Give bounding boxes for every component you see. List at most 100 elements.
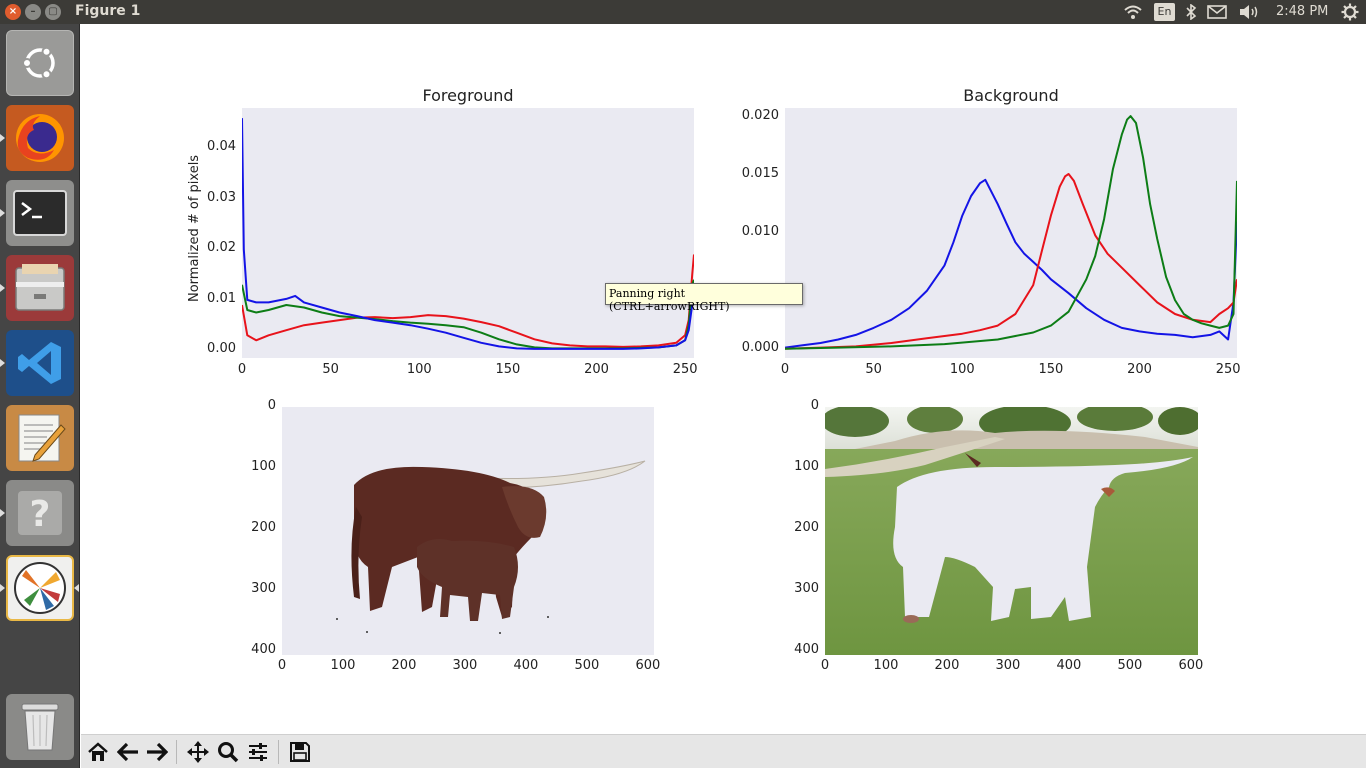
x-tick-label: 200 bbox=[934, 658, 960, 673]
y-tick-label: 400 bbox=[251, 641, 276, 657]
navigation-toolbar bbox=[81, 734, 1366, 768]
background-hist-title: Background bbox=[963, 86, 1059, 105]
bluetooth-icon[interactable] bbox=[1185, 4, 1197, 20]
y-tick-label: 0.01 bbox=[207, 290, 236, 306]
vscode-launcher-button[interactable] bbox=[6, 330, 74, 396]
x-tick-label: 250 bbox=[672, 362, 698, 377]
ubuntu-dash-button[interactable] bbox=[6, 30, 74, 96]
x-tick-label: 50 bbox=[865, 362, 882, 377]
focused-indicator bbox=[74, 584, 79, 592]
x-tick-label: 100 bbox=[873, 658, 899, 673]
blue-channel-line bbox=[242, 118, 694, 350]
configure-subplots-button[interactable] bbox=[245, 739, 271, 765]
running-indicator bbox=[0, 284, 5, 292]
x-tick-label: 200 bbox=[1127, 362, 1152, 377]
volume-icon[interactable] bbox=[1239, 4, 1261, 20]
x-tick-label: 250 bbox=[1215, 362, 1241, 377]
back-button[interactable] bbox=[115, 739, 141, 765]
window-title: Figure 1 bbox=[75, 3, 141, 19]
y-tick-label: 0 bbox=[267, 398, 276, 413]
red-channel-line bbox=[242, 254, 694, 348]
x-tick-label: 400 bbox=[513, 658, 539, 673]
x-tick-label: 600 bbox=[635, 658, 661, 673]
settings-gear-icon[interactable] bbox=[1341, 3, 1359, 21]
window-close-button[interactable]: × bbox=[5, 4, 21, 20]
forward-button[interactable] bbox=[144, 739, 170, 765]
matplotlib-launcher-button[interactable] bbox=[6, 555, 74, 621]
keyboard-language-indicator[interactable]: En bbox=[1154, 3, 1175, 21]
background-field-image[interactable] bbox=[825, 407, 1198, 655]
floppy-disk-icon bbox=[290, 742, 310, 762]
move-arrows-icon bbox=[187, 741, 209, 763]
running-indicator bbox=[0, 509, 5, 517]
y-tick-label: 100 bbox=[251, 458, 276, 474]
y-tick-label: 0 bbox=[810, 398, 819, 413]
y-tick-label: 0.010 bbox=[741, 224, 779, 239]
y-tick-label: 400 bbox=[794, 641, 819, 657]
green-channel-line bbox=[785, 115, 1237, 350]
y-tick-label: 200 bbox=[794, 519, 819, 535]
home-button[interactable] bbox=[85, 739, 111, 765]
y-tick-label: 0.020 bbox=[741, 108, 779, 124]
background-histogram-plot[interactable] bbox=[785, 108, 1237, 358]
x-tick-label: 300 bbox=[995, 658, 1021, 673]
red-channel-line bbox=[785, 173, 1237, 350]
help-icon: ? bbox=[18, 491, 62, 535]
y-tick-label: 0.03 bbox=[207, 189, 236, 205]
pan-button[interactable] bbox=[185, 739, 211, 765]
axes-background bbox=[242, 108, 694, 358]
trash-launcher-button[interactable] bbox=[6, 694, 74, 760]
running-indicator bbox=[0, 584, 5, 592]
foreground-histogram-plot[interactable] bbox=[242, 108, 694, 358]
sliders-icon bbox=[249, 743, 267, 761]
terminal-launcher-button[interactable] bbox=[6, 180, 74, 246]
y-tick-label: 0.02 bbox=[207, 240, 236, 256]
wifi-icon[interactable] bbox=[1123, 4, 1143, 20]
blue-channel-line bbox=[785, 178, 1237, 349]
running-indicator bbox=[0, 359, 5, 367]
y-tick-label: 200 bbox=[251, 519, 276, 535]
x-tick-label: 50 bbox=[322, 362, 339, 377]
running-indicator bbox=[0, 134, 5, 142]
save-button[interactable] bbox=[287, 739, 313, 765]
y-tick-label: 300 bbox=[794, 580, 819, 596]
text-editor-icon bbox=[18, 414, 66, 462]
clock[interactable]: 2:48 PM bbox=[1276, 4, 1329, 19]
x-tick-label: 0 bbox=[820, 658, 830, 673]
foreground-cattle-image[interactable] bbox=[282, 407, 654, 655]
home-icon bbox=[88, 742, 108, 761]
y-tick-label: 0.04 bbox=[207, 139, 236, 155]
firefox-icon bbox=[16, 114, 64, 162]
arrow-right-icon bbox=[147, 742, 168, 762]
x-tick-label: 500 bbox=[574, 658, 600, 673]
files-launcher-button[interactable] bbox=[6, 255, 74, 321]
launcher: ? bbox=[0, 24, 80, 768]
help-launcher-button[interactable]: ? bbox=[6, 480, 74, 546]
figure-canvas[interactable]: Foreground Normalized # of pixels 0 50 100… bbox=[81, 24, 1366, 734]
y-tick-label: 100 bbox=[794, 458, 819, 474]
firefox-launcher-button[interactable] bbox=[6, 105, 74, 171]
foreground-hist-title: Foreground bbox=[422, 86, 514, 105]
x-tick-label: 0 bbox=[277, 658, 287, 673]
y-tick-label: 0.000 bbox=[741, 339, 779, 355]
window-maximize-button[interactable]: ▢ bbox=[45, 4, 61, 20]
magnifier-icon bbox=[218, 742, 239, 763]
svg-text:?: ? bbox=[30, 494, 51, 535]
x-tick-label: 600 bbox=[1178, 658, 1204, 673]
x-tick-label: 0 bbox=[780, 362, 790, 377]
trash-icon bbox=[21, 703, 59, 751]
x-tick-label: 100 bbox=[330, 658, 356, 673]
x-tick-label: 400 bbox=[1056, 658, 1082, 673]
window-minimize-button[interactable]: – bbox=[25, 4, 41, 20]
y-tick-label: 300 bbox=[251, 580, 276, 596]
x-tick-label: 300 bbox=[452, 658, 478, 673]
top-panel: × – ▢ Figure 1 En 2:48 PM bbox=[0, 0, 1366, 24]
zoom-button[interactable] bbox=[215, 739, 241, 765]
mail-icon[interactable] bbox=[1207, 5, 1227, 19]
text-editor-launcher-button[interactable] bbox=[6, 405, 74, 471]
x-tick-label: 500 bbox=[1117, 658, 1143, 673]
matplotlib-icon bbox=[14, 562, 66, 614]
toolbar-separator bbox=[278, 740, 279, 764]
y-tick-label: 0.00 bbox=[207, 341, 236, 357]
x-tick-label: 200 bbox=[584, 362, 609, 377]
